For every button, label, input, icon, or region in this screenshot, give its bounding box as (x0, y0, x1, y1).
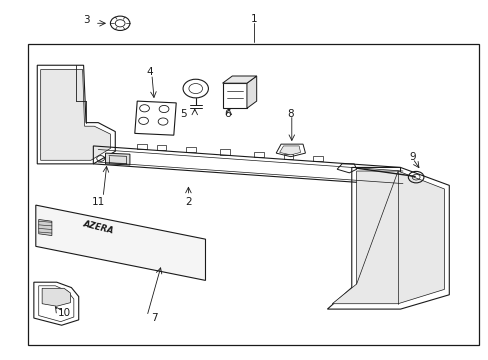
Polygon shape (246, 76, 256, 108)
Text: AZERA: AZERA (81, 219, 114, 235)
Text: 3: 3 (82, 15, 89, 26)
Text: 1: 1 (250, 14, 257, 24)
Polygon shape (39, 220, 52, 235)
Polygon shape (42, 288, 70, 306)
Text: 10: 10 (58, 308, 70, 318)
Polygon shape (279, 146, 300, 155)
Polygon shape (222, 76, 256, 83)
Polygon shape (41, 69, 110, 160)
Text: 8: 8 (287, 109, 294, 119)
Bar (27, 44, 478, 345)
Text: 7: 7 (151, 313, 157, 323)
Polygon shape (36, 205, 205, 280)
Text: 5: 5 (180, 109, 186, 119)
Text: 11: 11 (91, 197, 104, 207)
Text: 4: 4 (146, 67, 152, 77)
Text: 2: 2 (185, 197, 191, 207)
Polygon shape (331, 171, 444, 304)
Polygon shape (105, 153, 130, 165)
Text: 9: 9 (408, 152, 415, 162)
Text: 6: 6 (224, 109, 230, 119)
